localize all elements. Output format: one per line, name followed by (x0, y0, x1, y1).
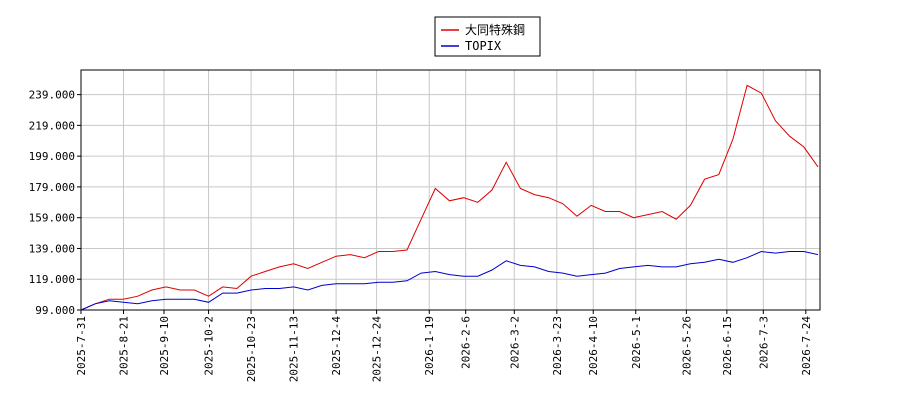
y-tick-label: 139.000 (29, 242, 75, 255)
x-tick-label: 2026-1-19 (423, 316, 436, 376)
x-tick-label: 2026-3-23 (551, 316, 564, 376)
y-tick-label: 239.000 (29, 89, 75, 102)
y-tick-label: 99.000 (35, 304, 75, 317)
x-tick-label: 2025-7-31 (75, 316, 88, 376)
x-tick-label: 2026-6-15 (721, 316, 734, 376)
series-line (80, 84, 819, 311)
x-tick-label: 2026-4-10 (587, 316, 600, 376)
x-tick-label: 2025-11-13 (288, 316, 301, 382)
x-tick-label: 2025-12-4 (330, 316, 343, 376)
y-tick-label: 199.000 (29, 150, 75, 163)
legend-box (434, 16, 541, 57)
legend-label: TOPIX (465, 39, 502, 53)
x-tick-label: 2025-9-10 (158, 316, 171, 376)
series-line (80, 250, 819, 311)
x-tick-label: 2025-10-23 (245, 316, 258, 382)
x-tick-label: 2025-8-21 (118, 316, 131, 376)
x-tick-label: 2026-5-26 (680, 316, 693, 376)
x-tick-label: 2025-12-24 (371, 316, 384, 383)
x-tick-label: 2026-7-3 (757, 316, 770, 369)
y-tick-label: 159.000 (29, 212, 75, 225)
plot-frame (80, 69, 821, 311)
x-tick-label: 2026-3-2 (508, 316, 521, 369)
legend-label: 大同特殊鋼 (465, 22, 525, 37)
y-tick-label: 119.000 (29, 273, 75, 286)
legend: 大同特殊鋼 TOPIX (434, 16, 541, 57)
y-tick-label: 179.000 (29, 181, 75, 194)
x-tick-label: 2026-5-1 (630, 316, 643, 369)
y-tick-label: 219.000 (29, 119, 75, 132)
x-tick-label: 2026-2-6 (460, 316, 473, 369)
x-tick-label: 2025-10-2 (203, 316, 216, 376)
x-tick-label: 2026-7-24 (800, 316, 813, 376)
